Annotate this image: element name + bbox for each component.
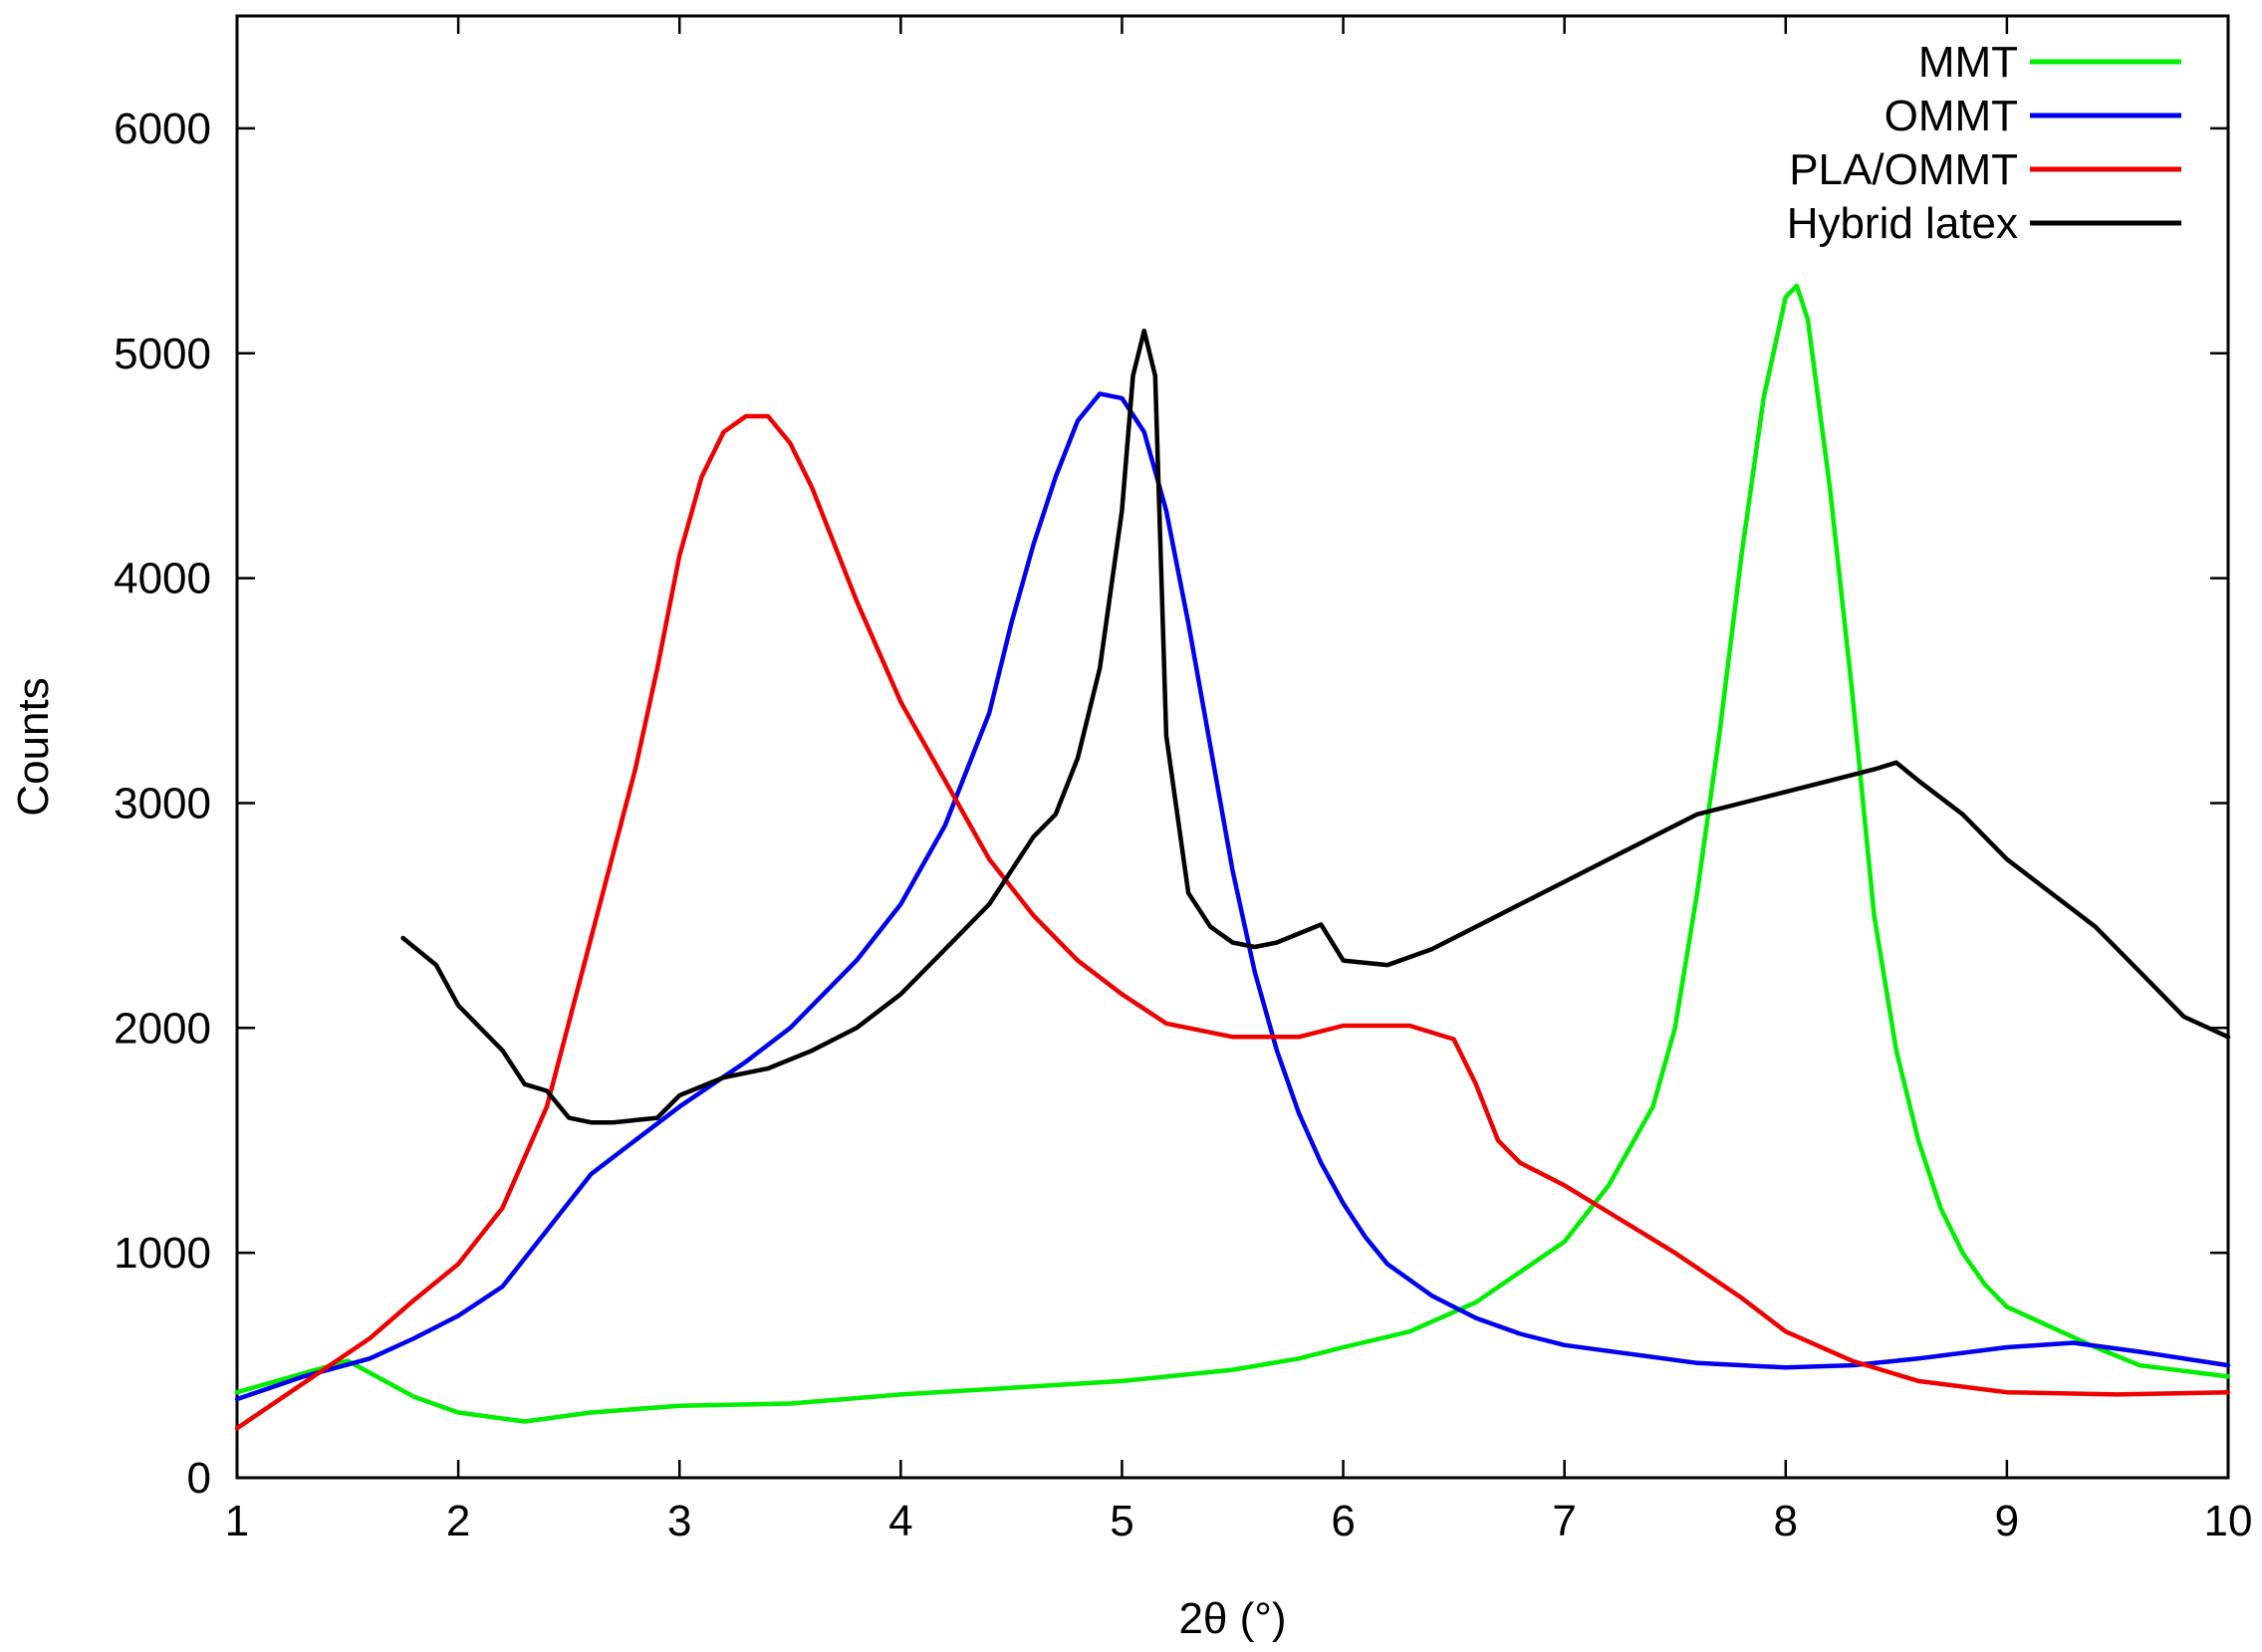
series-line-ommt	[234, 391, 2231, 1402]
y-tick-label: 4000	[114, 555, 211, 603]
x-tick-label: 2	[446, 1497, 470, 1545]
legend-label-mmt: MMT	[1918, 38, 2018, 87]
x-tick-label: 9	[1995, 1497, 2019, 1545]
x-tick-label: 7	[1552, 1497, 1576, 1545]
series-layer	[234, 283, 2231, 1431]
plot-frame	[235, 14, 2230, 1480]
y-tick-label: 3000	[114, 779, 211, 827]
legend: MMT OMMT PLA/OMMT Hybrid latex	[1787, 38, 2181, 248]
y-tick-label: 2000	[114, 1004, 211, 1053]
y-tick-label: 1000	[114, 1229, 211, 1278]
x-tick-label: 6	[1331, 1497, 1355, 1545]
x-tick-label: 5	[1110, 1497, 1133, 1545]
legend-label-hybrid-latex: Hybrid latex	[1787, 199, 2018, 248]
axis-ticks: 1 2 3 4 5 6 7 8 9 10 0 1000 2000 3000 4000 5000 6000	[114, 16, 2252, 1545]
y-axis-title: Counts	[9, 677, 58, 816]
legend-label-ommt: OMMT	[1885, 92, 2018, 140]
legend-label-pla-ommt: PLA/OMMT	[1789, 145, 2018, 194]
y-tick-label: 0	[187, 1454, 211, 1503]
x-tick-label: 3	[667, 1497, 691, 1545]
series-line-mmt	[234, 283, 2231, 1424]
series-line-hybrid-latex	[400, 328, 2231, 1125]
x-tick-label: 8	[1774, 1497, 1798, 1545]
series-line-pla-ommt	[234, 413, 2231, 1431]
x-tick-label: 1	[225, 1497, 249, 1545]
x-tick-label: 4	[888, 1497, 912, 1545]
x-tick-label: 10	[2204, 1497, 2253, 1545]
y-tick-label: 5000	[114, 330, 211, 378]
x-axis-title: 2θ (°)	[1178, 1594, 1286, 1643]
y-tick-label: 6000	[114, 105, 211, 153]
